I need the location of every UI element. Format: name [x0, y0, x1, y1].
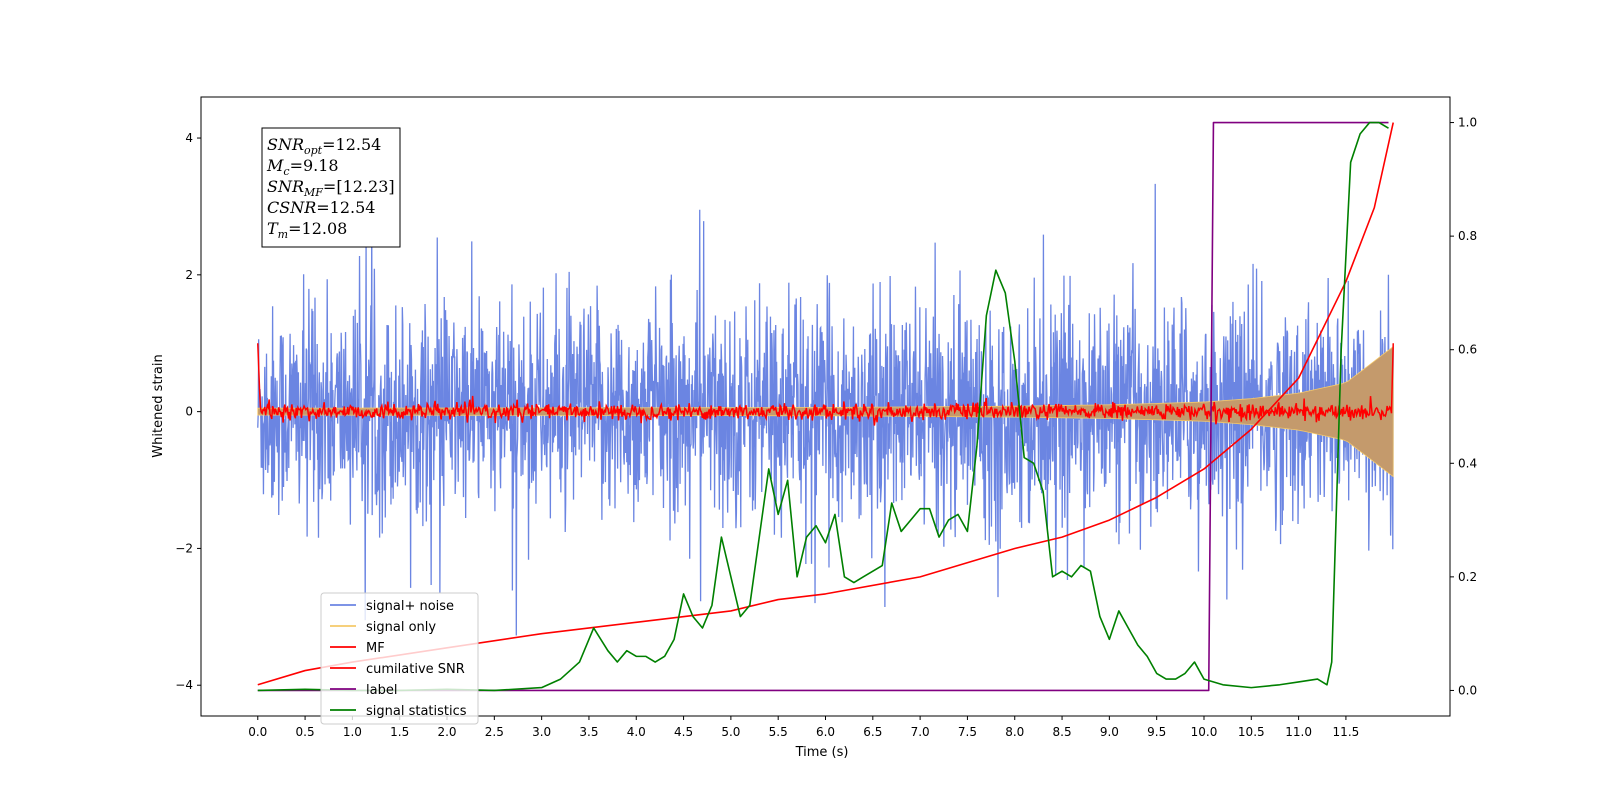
x-tick-label: 8.0	[1005, 725, 1024, 739]
legend-label: MF	[366, 641, 385, 656]
x-tick-label: 5.0	[721, 725, 740, 739]
info-value: =9.18	[290, 156, 339, 175]
info-subscript: c	[283, 165, 289, 178]
info-value: =12.08	[288, 219, 347, 238]
x-tick-label: 0.0	[248, 725, 267, 739]
x-tick-label: 0.5	[296, 725, 315, 739]
y2-tick-label: 0.8	[1458, 229, 1477, 243]
info-subscript: opt	[304, 144, 323, 157]
x-tick-label: 8.5	[1053, 725, 1072, 739]
x-tick-label: 5.5	[769, 725, 788, 739]
legend: signal+ noise signal only MF cumilative SNR…	[320, 592, 479, 725]
x-tick-label: 1.0	[343, 725, 362, 739]
info-symbol: SNR	[267, 135, 304, 154]
x-tick-label: 3.5	[579, 725, 598, 739]
legend-label: signal+ noise	[366, 599, 454, 614]
y2-tick-label: 1.0	[1458, 116, 1477, 130]
x-tick-label: 10.0	[1191, 725, 1218, 739]
x-tick-label: 2.5	[485, 725, 504, 739]
legend-label: label	[366, 683, 397, 698]
x-tick-label: 6.5	[863, 725, 882, 739]
y-tick-label: −4	[175, 678, 193, 692]
info-symbol: SNR	[267, 177, 304, 196]
series-signal-statistics-line	[257, 121, 1389, 692]
info-value: =12.54	[322, 135, 381, 154]
y-axis-title: Whitened strain	[151, 354, 166, 457]
x-tick-label: 2.0	[437, 725, 456, 739]
x-tick-label: 6.0	[816, 725, 835, 739]
info-line: Mc=9.18	[266, 156, 339, 178]
legend-frame	[320, 592, 479, 725]
info-symbol: CSNR	[267, 198, 316, 217]
x-axis-title: Time (s)	[795, 745, 849, 760]
info-subscript: MF	[303, 186, 323, 199]
x-tick-label: 9.5	[1147, 725, 1166, 739]
y-tick-label: 2	[185, 268, 193, 282]
info-line: SNRopt=12.54	[267, 135, 381, 157]
x-tick-label: 9.0	[1100, 725, 1119, 739]
legend-label: signal only	[366, 620, 436, 635]
series-mf-line	[257, 343, 1394, 426]
y2-tick-label: 0.0	[1458, 683, 1477, 697]
x-tick-label: 3.0	[532, 725, 551, 739]
info-box: SNRopt=12.54Mc=9.18SNRMF=[12.23]CSNR=12.…	[261, 127, 401, 248]
info-symbol: M	[266, 156, 284, 175]
y2-tick-label: 0.4	[1458, 456, 1477, 470]
y2-tick-label: 0.6	[1458, 343, 1477, 357]
x-tick-label: 1.5	[390, 725, 409, 739]
info-box-frame	[261, 127, 401, 248]
info-line: CSNR=12.54	[267, 198, 375, 217]
series-label-line	[257, 121, 1389, 692]
x-tick-label: 11.0	[1285, 725, 1312, 739]
y-tick-label: 4	[185, 131, 193, 145]
info-subscript: m	[278, 228, 288, 241]
y-tick-label: 0	[185, 405, 193, 419]
info-value: =[12.23]	[323, 177, 395, 196]
info-symbol: T	[267, 219, 279, 238]
x-tick-label: 4.0	[627, 725, 646, 739]
x-tick-label: 7.0	[911, 725, 930, 739]
x-tick-label: 10.5	[1238, 725, 1265, 739]
legend-label: cumilative SNR	[366, 662, 465, 677]
info-value: =12.54	[316, 198, 375, 217]
x-tick-label: 4.5	[674, 725, 693, 739]
legend-label: signal statistics	[366, 704, 467, 719]
info-line: SNRMF=[12.23]	[267, 177, 395, 199]
y2-tick-label: 0.2	[1458, 570, 1477, 584]
info-line: Tm=12.08	[267, 219, 347, 241]
x-tick-label: 11.5	[1333, 725, 1360, 739]
x-tick-label: 7.5	[958, 725, 977, 739]
y-tick-label: −2	[175, 541, 193, 555]
